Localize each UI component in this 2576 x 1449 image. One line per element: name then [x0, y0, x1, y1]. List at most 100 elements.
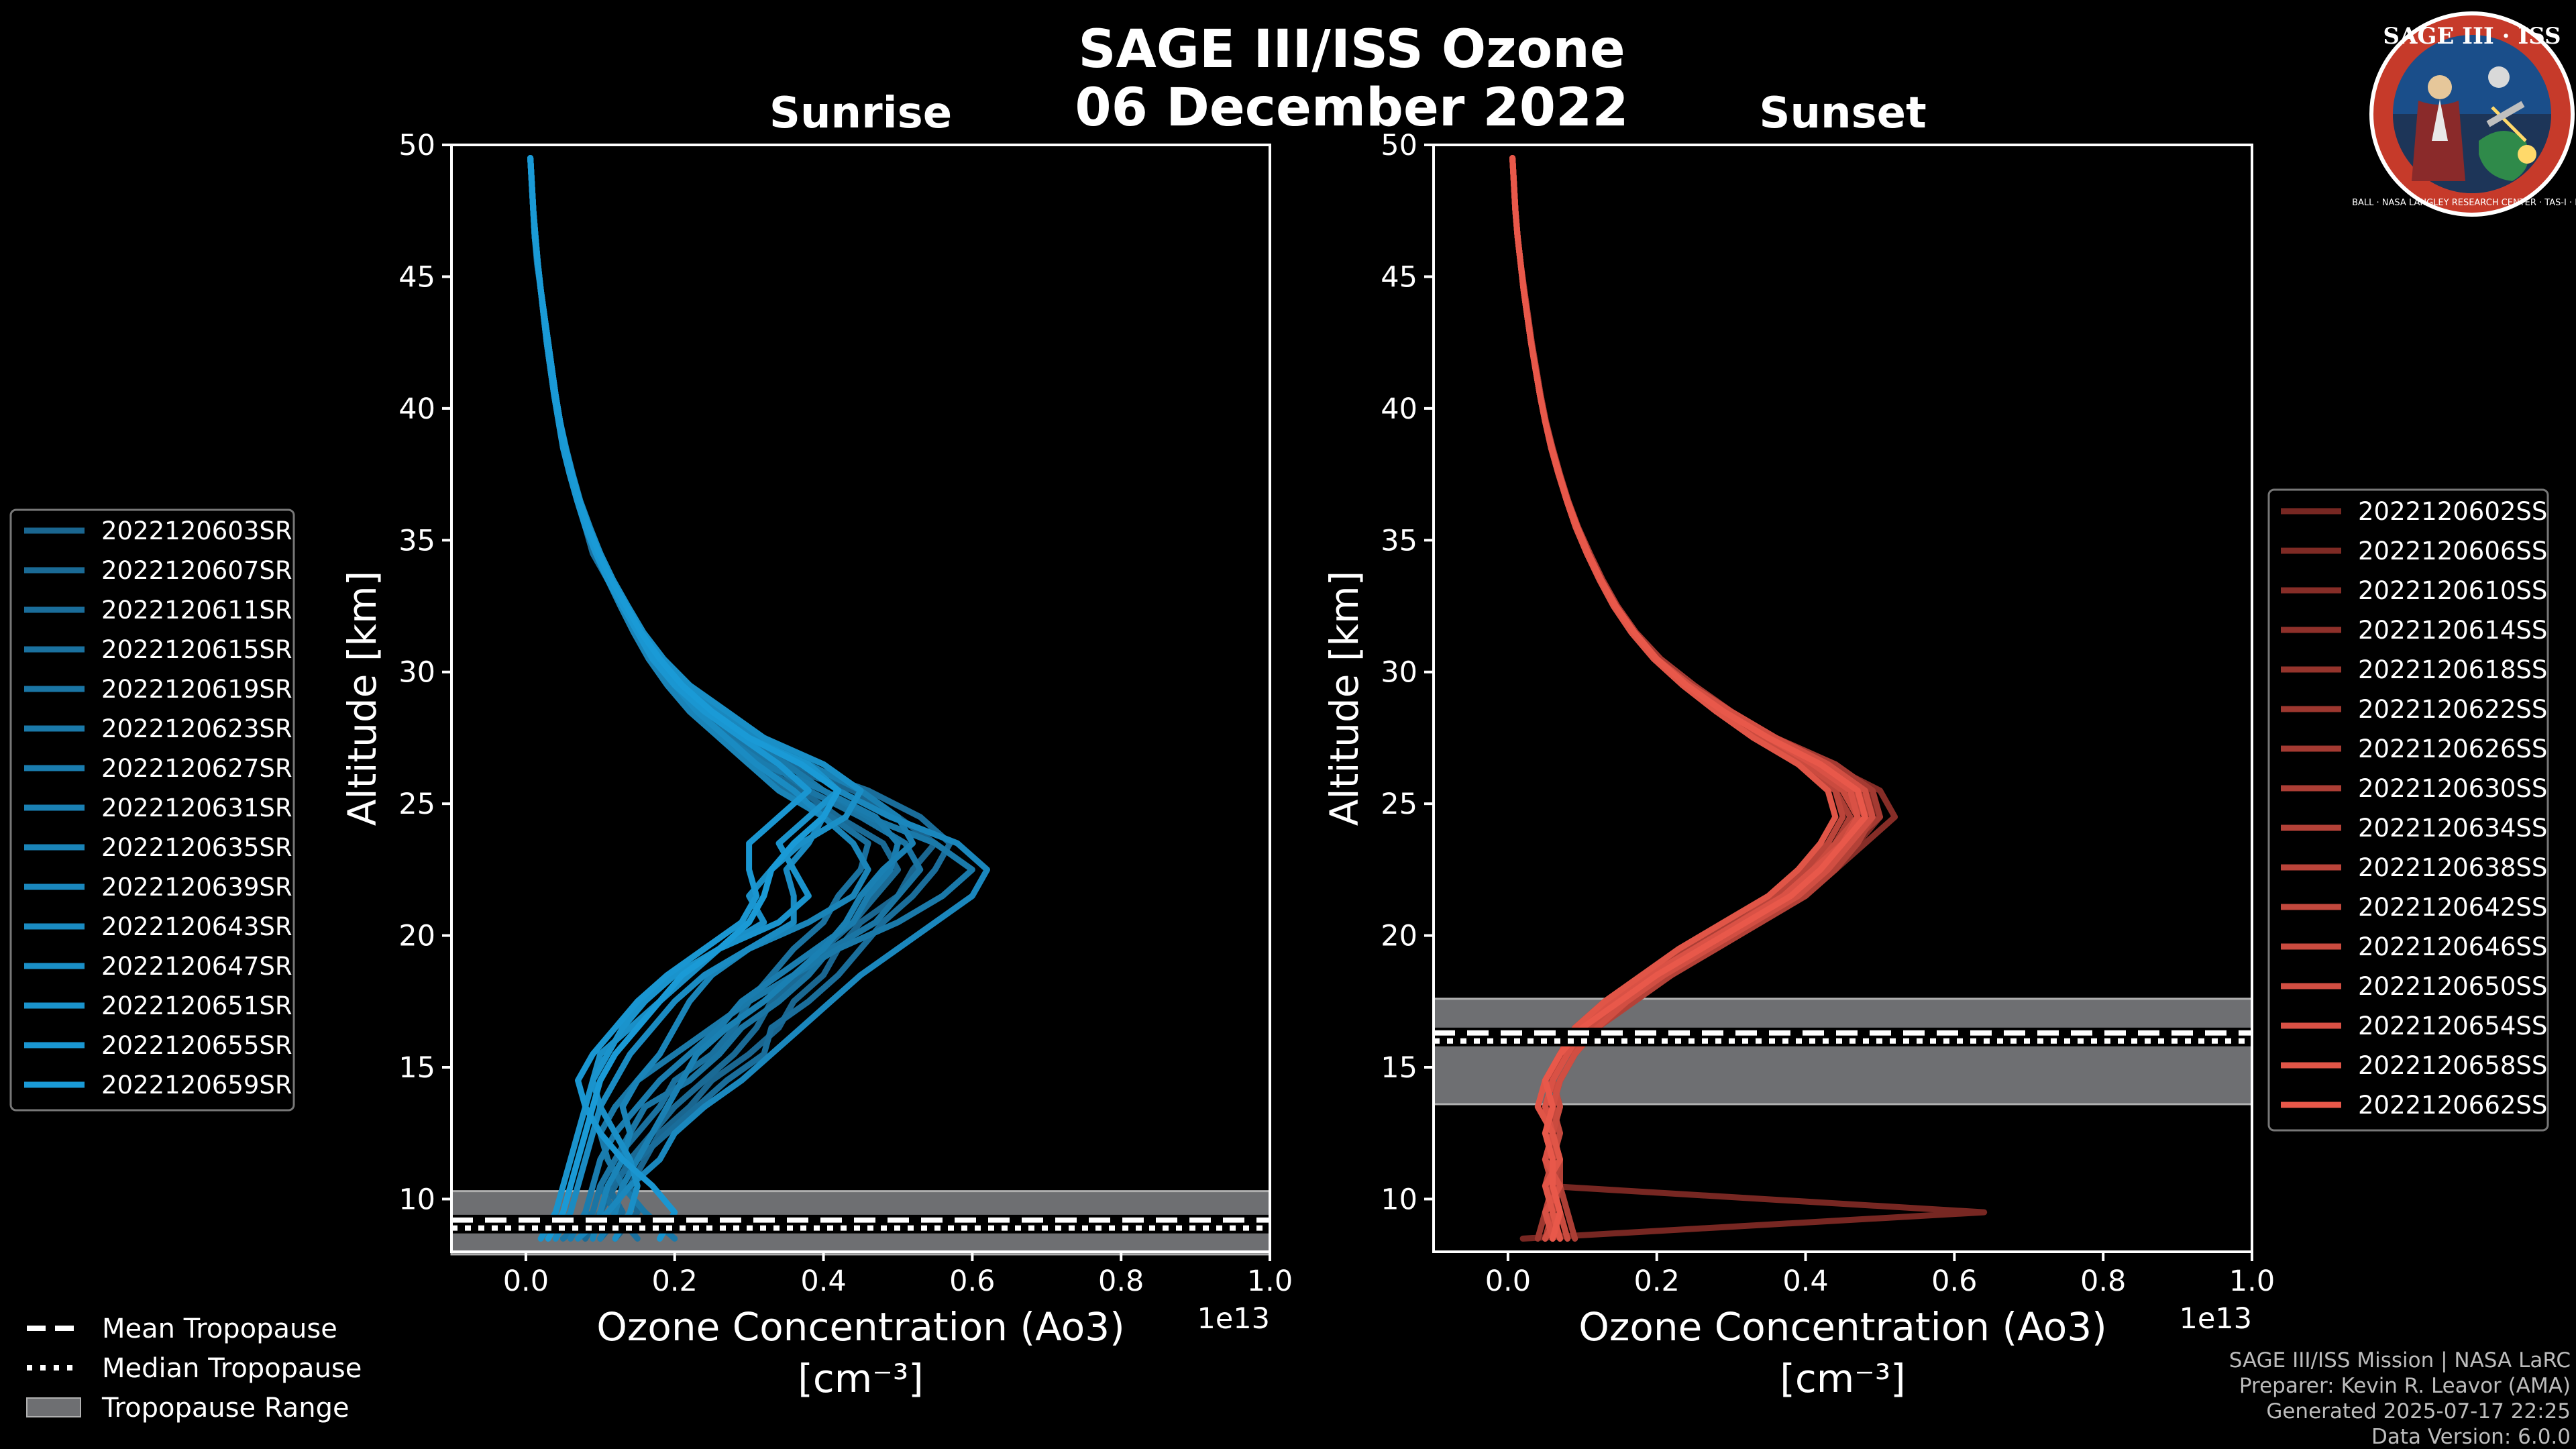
logo-ring-text: BALL · NASA LANGLEY RESEARCH CENTER · TA… — [2352, 198, 2576, 208]
sunset-legend-label: 2022120646SS — [2358, 932, 2547, 961]
sunset-x-axis-label: Ozone Concentration (Ao3) — [1578, 1304, 2107, 1350]
sunrise-x-tick-label: 0.4 — [800, 1265, 846, 1298]
sunset-x-tick-label: 1.0 — [2229, 1265, 2275, 1298]
sunset-legend-label: 2022120602SS — [2358, 497, 2547, 526]
sunset-legend-label: 2022120654SS — [2358, 1012, 2547, 1040]
sunset-y-tick-label: 50 — [1381, 129, 1417, 162]
tropopause-legend: Mean Tropopause Median Tropopause Tropopau… — [26, 1313, 362, 1424]
sunrise-legend-label: 2022120619SR — [101, 675, 292, 704]
sunset-legend-label: 2022120610SS — [2358, 576, 2547, 605]
sunset-y-tick-label: 45 — [1381, 260, 1417, 294]
sunrise-x-tick-label: 0.6 — [949, 1265, 995, 1298]
sunrise-y-tick-label: 35 — [398, 524, 435, 557]
sunset-legend-label: 2022120614SS — [2358, 616, 2547, 645]
sunrise-x-offset-label: 1e13 — [1197, 1302, 1270, 1336]
sunset-x-tick-label: 0.2 — [1634, 1265, 1680, 1298]
sunrise-legend-label: 2022120631SR — [101, 794, 292, 822]
sunrise-y-tick-label: 15 — [398, 1051, 435, 1085]
sunset-y-tick-label: 25 — [1381, 788, 1417, 821]
sunrise-legend-label: 2022120615SR — [101, 635, 292, 664]
sunset-x-axis-unit: [cm⁻³] — [1780, 1356, 1906, 1401]
credit-line: Preparer: Kevin R. Leavor (AMA) — [2239, 1374, 2571, 1398]
sunset-y-tick-label: 20 — [1381, 920, 1417, 953]
sunrise-legend-label: 2022120659SR — [101, 1071, 292, 1099]
sunrise-legend-label: 2022120603SR — [101, 517, 292, 545]
sunset-x-tick-label: 0.4 — [1782, 1265, 1828, 1298]
sunset-legend-label: 2022120634SS — [2358, 814, 2547, 843]
sunrise-y-ticks: 10 15 20 25 30 35 40 45 50 — [398, 129, 451, 1216]
sunset-y-tick-label: 15 — [1381, 1051, 1417, 1085]
sunrise-x-tick-label: 1.0 — [1247, 1265, 1293, 1298]
sunrise-y-tick-label: 30 — [398, 656, 435, 690]
sunrise-legend-label: 2022120627SR — [101, 754, 292, 783]
sunset-y-tick-label: 10 — [1381, 1183, 1417, 1216]
tropopause-legend-label: Median Tropopause — [102, 1353, 362, 1384]
sunrise-legend-label: 2022120623SR — [101, 714, 292, 743]
sunrise-legend-label: 2022120651SR — [101, 991, 292, 1020]
sunset-y-tick-label: 30 — [1381, 656, 1417, 690]
sunrise-legend-label: 2022120639SR — [101, 873, 292, 902]
sunrise-plot-frame — [450, 144, 1271, 1253]
sunset-legend-label: 2022120618SS — [2358, 655, 2547, 684]
sunrise-legend-label: 2022120611SR — [101, 596, 292, 625]
sunset-legend-label: 2022120650SS — [2358, 972, 2547, 1001]
tropopause-legend-label: Mean Tropopause — [102, 1313, 337, 1344]
figure-date: 06 December 2022 — [1075, 78, 1628, 138]
sunset-profile-lines — [1509, 155, 1988, 1242]
sunset-x-ticks: 0.0 0.2 0.4 0.6 0.8 1.0 — [1485, 1252, 2275, 1298]
sunrise-profile-line — [527, 155, 924, 1242]
logo-title: SAGE III · ISS — [2383, 23, 2561, 50]
sunrise-profile-line — [527, 155, 990, 1242]
sunset-plot-frame — [1432, 144, 2253, 1253]
sunrise-y-axis-label: Altitude [km] — [339, 571, 385, 826]
sunrise-y-tick-label: 25 — [398, 788, 435, 821]
credit-line: Generated 2025-07-17 22:25 — [2266, 1399, 2571, 1424]
tropopause-range-swatch — [26, 1397, 81, 1417]
sunrise-legend-label: 2022120643SR — [101, 912, 292, 941]
sunset-y-tick-label: 40 — [1381, 392, 1417, 426]
sunset-y-ticks: 10 15 20 25 30 35 40 45 50 — [1381, 129, 1434, 1216]
sunset-legend-label: 2022120622SS — [2358, 695, 2547, 724]
sunset-x-offset-label: 1e13 — [2179, 1302, 2252, 1336]
sunset-legend-label: 2022120638SS — [2358, 853, 2547, 882]
sunset-profile-line — [1509, 155, 1868, 1242]
sunset-y-axis-label: Altitude [km] — [1322, 571, 1367, 826]
sunrise-y-tick-label: 10 — [398, 1183, 435, 1216]
sunrise-profile-line — [527, 155, 842, 1242]
sunset-legend-frame — [2267, 488, 2549, 1132]
tropopause-legend-label: Tropopause Range — [101, 1393, 350, 1424]
sunrise-legend-label: 2022120647SR — [101, 952, 292, 981]
figure-title: SAGE III/ISS Ozone — [1078, 19, 1625, 80]
sunrise-profile-line — [527, 155, 812, 1242]
sunset-legend-label: 2022120662SS — [2358, 1091, 2547, 1120]
sunrise-legend-label: 2022120655SR — [101, 1031, 292, 1060]
sunrise-legend-frame — [9, 508, 295, 1112]
sunrise-legend: 2022120603SR 2022120607SR 2022120611SR 2022… — [9, 508, 295, 1112]
sage-mission-patch-logo: SAGE III · ISS BALL · NASA LANGLEY RESEA… — [2352, 11, 2576, 217]
sunrise-y-tick-label: 40 — [398, 392, 435, 426]
sunrise-tropopause-lines — [451, 1214, 1270, 1234]
sunrise-x-tick-label: 0.0 — [503, 1265, 549, 1298]
sunrise-x-axis-label: Ozone Concentration (Ao3) — [596, 1304, 1125, 1350]
sunset-y-tick-label: 35 — [1381, 524, 1417, 557]
sunset-tropopause-lines — [1434, 1027, 2252, 1046]
sunset-legend-label: 2022120606SS — [2358, 537, 2547, 566]
sunrise-y-tick-label: 50 — [398, 129, 435, 162]
sunset-x-tick-label: 0.8 — [2080, 1265, 2126, 1298]
sunrise-profile-lines — [527, 155, 990, 1242]
sunrise-legend-label: 2022120635SR — [101, 833, 292, 862]
sunrise-y-tick-label: 45 — [398, 260, 435, 294]
sunset-panel: Sunset 0.0 0.2 0.4 0.6 0.8 1.0 10 15 20 25 30 35 40… — [1322, 89, 2275, 1401]
sunset-x-tick-label: 0.0 — [1485, 1265, 1531, 1298]
sunrise-y-tick-label: 20 — [398, 920, 435, 953]
sunrise-x-ticks: 0.0 0.2 0.4 0.6 0.8 1.0 — [503, 1252, 1293, 1298]
sunrise-legend-label: 2022120607SR — [101, 556, 292, 585]
sunset-panel-title: Sunset — [1759, 89, 1926, 138]
sunrise-x-tick-label: 0.8 — [1098, 1265, 1144, 1298]
sunrise-x-tick-label: 0.2 — [652, 1265, 698, 1298]
credit-line: Data Version: 6.0.0 — [2371, 1425, 2571, 1449]
sunset-legend: 2022120602SS 2022120606SS 2022120610SS 2022… — [2267, 488, 2549, 1132]
sunrise-panel-title: Sunrise — [769, 89, 952, 138]
sunset-legend-label: 2022120630SS — [2358, 774, 2547, 803]
